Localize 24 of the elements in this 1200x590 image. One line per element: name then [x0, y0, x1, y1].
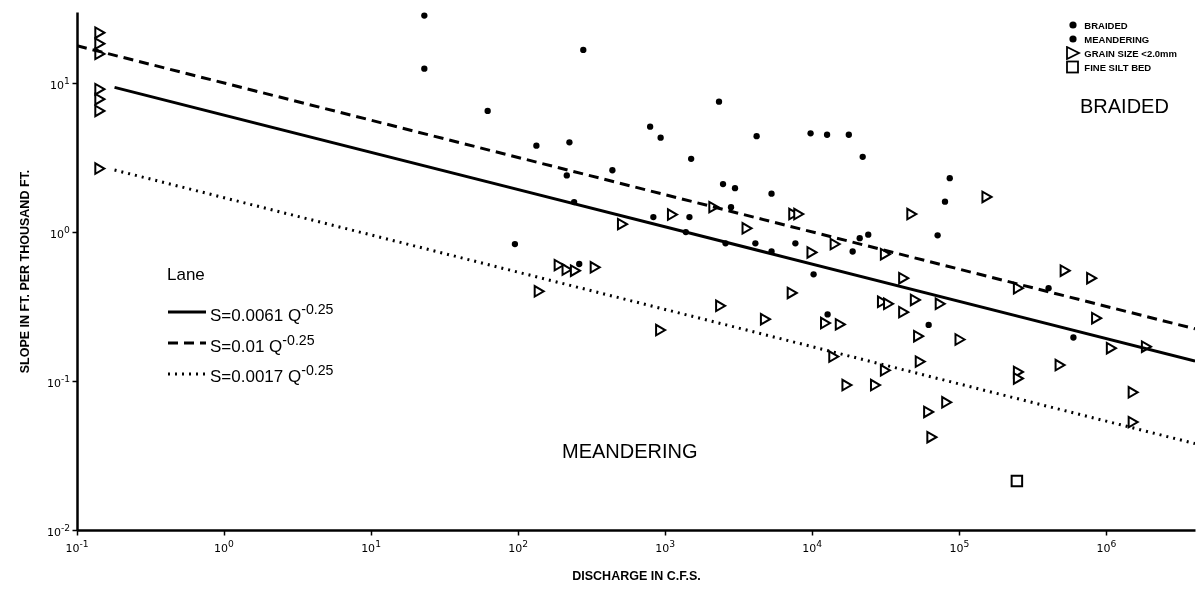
- legend-label: FINE SILT BED: [1084, 61, 1152, 73]
- legend-title: Lane: [167, 265, 206, 285]
- legend-label: MEANDERING: [1084, 33, 1150, 45]
- x-tick-label: 10$^{2}$: [508, 538, 529, 555]
- y-tick-label: 10$^{0}$: [50, 223, 70, 241]
- legend-label: S=0.0061 Q$^{-0.25}$: [210, 300, 334, 327]
- x-tick-label: 10$^{4}$: [802, 538, 823, 555]
- x-axis-title: DISCHARGE IN C.F.S.: [572, 569, 701, 584]
- legend-label: BRAIDED: [1084, 19, 1128, 31]
- x-tick-label: 10$^{3}$: [655, 538, 676, 555]
- x-tick-label: 10$^{6}$: [1096, 538, 1117, 555]
- x-tick-label: 10$^{1}$: [361, 538, 381, 555]
- legend-label: S=0.01 Q$^{-0.25}$: [210, 330, 315, 358]
- y-tick-label: 10$^{-1}$: [47, 372, 71, 390]
- x-tick-label: 10$^{-1}$: [65, 538, 89, 555]
- legend-label: S=0.0017 Q$^{-0.25}$: [210, 361, 334, 388]
- y-axis-title: SLOPE IN FT. PER THOUSAND FT.: [17, 169, 32, 374]
- annotation: BRAIDED: [1080, 95, 1169, 118]
- legend-label: GRAIN SIZE <2.0mm: [1084, 47, 1177, 59]
- annotation: MEANDERING: [562, 440, 698, 463]
- y-tick-label: 10$^{-2}$: [47, 521, 71, 539]
- x-tick-label: 10$^{0}$: [214, 538, 234, 555]
- y-tick-label: 10$^{1}$: [50, 74, 70, 92]
- x-tick-label: 10$^{5}$: [949, 538, 970, 555]
